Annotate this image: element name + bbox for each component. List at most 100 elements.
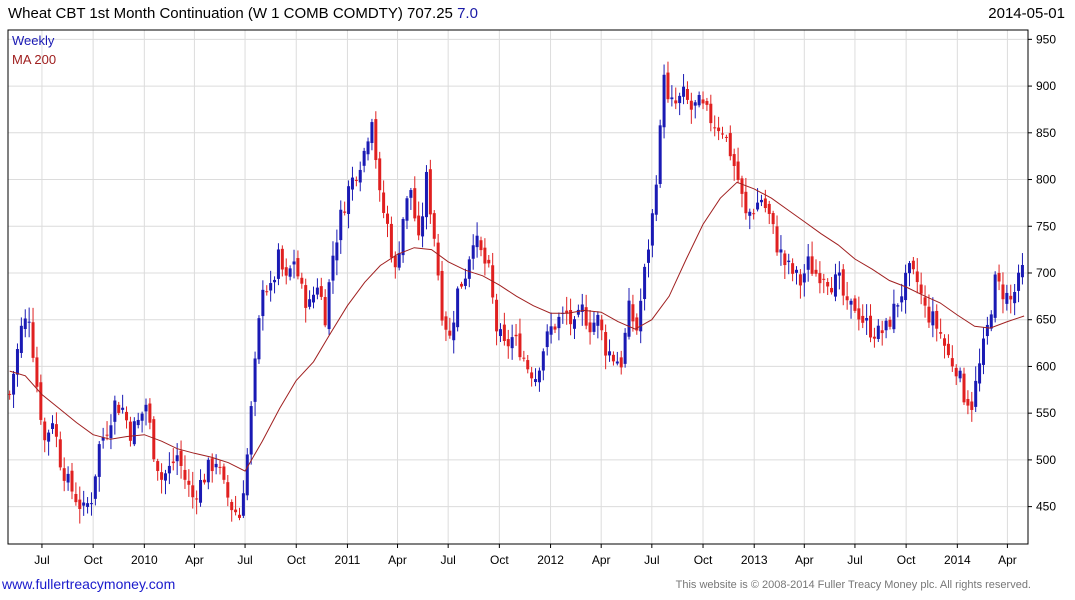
candle-body bbox=[783, 253, 787, 266]
y-axis-ticks: 450 500 550 600 650 700 750 800 850 900 950 bbox=[1028, 32, 1056, 514]
candle-body bbox=[339, 209, 343, 241]
candle-body bbox=[1013, 291, 1017, 304]
candle-body bbox=[724, 136, 728, 138]
candle-body bbox=[943, 338, 947, 346]
candle-body bbox=[810, 256, 814, 274]
candle-body bbox=[51, 423, 55, 429]
candle-body bbox=[350, 177, 354, 190]
candle-body bbox=[931, 311, 935, 326]
y-tick-label: 750 bbox=[1036, 219, 1056, 233]
candle-body bbox=[701, 99, 705, 104]
candle-body bbox=[308, 299, 312, 307]
candle-body bbox=[736, 161, 740, 180]
candle-body bbox=[798, 274, 802, 286]
candle-body bbox=[572, 319, 576, 329]
x-tick-label: Jul bbox=[440, 553, 455, 567]
candle-body bbox=[401, 219, 405, 256]
y-tick-label: 850 bbox=[1036, 126, 1056, 140]
candle-body bbox=[518, 333, 522, 358]
candle-body bbox=[713, 127, 717, 129]
candle-body bbox=[253, 358, 257, 402]
x-tick-label: Oct bbox=[897, 553, 916, 567]
candle-body bbox=[93, 476, 97, 499]
candle-body bbox=[432, 213, 436, 239]
candle-body bbox=[993, 274, 997, 318]
legend-ma: MA 200 bbox=[12, 52, 56, 67]
candle-body bbox=[939, 332, 943, 334]
candle-body bbox=[981, 338, 985, 365]
candle-body bbox=[144, 404, 148, 412]
candle-body bbox=[389, 223, 393, 258]
candle-body bbox=[502, 324, 506, 341]
candle-body bbox=[304, 285, 308, 308]
candle-body bbox=[580, 304, 584, 312]
x-tick-label: Jul bbox=[237, 553, 252, 567]
candle-body bbox=[47, 432, 51, 442]
candle-body bbox=[136, 419, 140, 426]
x-tick-label: 2012 bbox=[537, 553, 564, 567]
candle-body bbox=[495, 299, 499, 332]
candle-body bbox=[62, 468, 66, 481]
candle-body bbox=[849, 300, 853, 305]
candle-body bbox=[288, 268, 292, 277]
candle-body bbox=[284, 267, 288, 276]
candle-body bbox=[397, 253, 401, 268]
candle-body bbox=[15, 349, 19, 375]
candle-body bbox=[989, 314, 993, 329]
candle-body bbox=[674, 100, 678, 104]
candle-body bbox=[448, 330, 452, 336]
candle-body bbox=[537, 370, 541, 383]
candle-body bbox=[456, 288, 460, 328]
candle-body bbox=[421, 216, 425, 237]
candle-body bbox=[1009, 295, 1013, 300]
candle-body bbox=[584, 307, 588, 326]
candle-body bbox=[265, 291, 269, 293]
candle-body bbox=[343, 211, 347, 213]
candle-body bbox=[460, 283, 464, 287]
candle-body bbox=[935, 310, 939, 329]
candle-body bbox=[740, 178, 744, 194]
candle-body bbox=[191, 485, 195, 498]
candle-body bbox=[199, 479, 203, 503]
candle-body bbox=[654, 184, 658, 215]
candle-body bbox=[452, 322, 456, 341]
candle-body bbox=[280, 248, 284, 270]
candle-body bbox=[888, 319, 892, 327]
candle-body bbox=[315, 287, 319, 295]
x-tick-label: Apr bbox=[795, 553, 814, 567]
candle-body bbox=[222, 466, 226, 480]
candle-body bbox=[82, 502, 86, 506]
x-tick-label: Apr bbox=[185, 553, 204, 567]
candle-body bbox=[627, 300, 631, 337]
candle-body bbox=[483, 247, 487, 264]
candle-body bbox=[869, 315, 873, 338]
candle-body bbox=[950, 358, 954, 367]
candle-body bbox=[370, 122, 374, 144]
y-tick-label: 950 bbox=[1036, 32, 1056, 46]
candle-body bbox=[140, 413, 144, 421]
candle-body bbox=[405, 198, 409, 221]
candle-body bbox=[721, 133, 725, 135]
candle-body bbox=[806, 256, 810, 270]
candle-body bbox=[923, 297, 927, 306]
candle-body bbox=[759, 199, 763, 203]
footer-site-link[interactable]: www.fullertreacymoney.com bbox=[2, 576, 176, 592]
candle-body bbox=[175, 455, 179, 462]
candle-body bbox=[841, 269, 845, 296]
candle-body bbox=[705, 101, 709, 105]
candle-body bbox=[125, 411, 129, 421]
y-tick-label: 800 bbox=[1036, 173, 1056, 187]
candle-body bbox=[880, 330, 884, 334]
candle-body bbox=[319, 286, 323, 297]
x-tick-label: Jul bbox=[644, 553, 659, 567]
candle-body bbox=[997, 272, 1001, 282]
candle-body bbox=[218, 466, 222, 468]
candle-body bbox=[269, 283, 273, 291]
candle-body bbox=[428, 169, 432, 215]
candle-body bbox=[179, 450, 183, 466]
candle-body bbox=[226, 482, 230, 498]
candle-body bbox=[553, 326, 557, 330]
candle-body bbox=[97, 444, 101, 477]
candle-body bbox=[892, 303, 896, 330]
